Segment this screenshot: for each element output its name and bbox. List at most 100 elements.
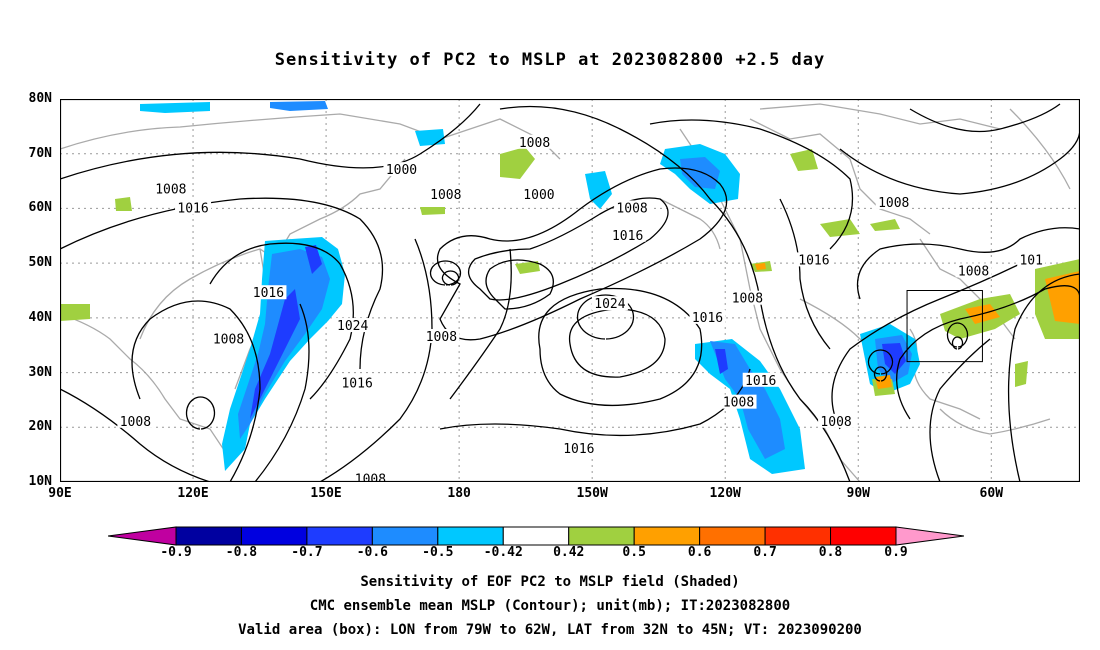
contour-label: 1008 <box>120 415 151 430</box>
contour-label: 1008 <box>820 415 851 430</box>
contour-label-bg <box>352 471 389 482</box>
colorbar-tick-label: 0.6 <box>687 545 712 560</box>
contour-label: 1008 <box>616 201 647 216</box>
contour-label: 1008 <box>355 472 386 482</box>
contour-label: 1016 <box>692 311 723 326</box>
contour-labels: 1000 1008 1016 1016 1024 1008 1016 1008 1008 1008… <box>117 134 1046 482</box>
map-frame <box>60 99 1080 482</box>
valid-area-box <box>906 290 983 363</box>
contour-label-bg <box>427 186 464 201</box>
contour-label: 1016 <box>177 201 208 216</box>
contour-label-bg <box>339 375 376 390</box>
colorbar-tick-label: -0.5 <box>422 545 454 560</box>
lat-tick-label: 30N <box>28 364 52 380</box>
lon-tick-label: 90W <box>846 486 870 501</box>
contour-label-bg <box>423 329 460 344</box>
lat-tick-label: 40N <box>28 309 52 325</box>
lat-tick-label: 10N <box>28 474 52 489</box>
lat-lon-grid <box>60 99 1080 482</box>
lat-tick-label: 50N <box>28 255 52 271</box>
colorbar-segment <box>764 526 832 546</box>
contour-label: 1016 <box>798 253 829 268</box>
colorbar-tick-label: 0.9 <box>884 545 908 560</box>
colorbar-tick-label: 0.8 <box>818 545 843 560</box>
lon-tick-label: 150E <box>310 486 342 501</box>
colorbar-segment <box>699 526 766 546</box>
lon-tick-label: 150W <box>576 486 608 501</box>
contour-label-bg <box>520 186 557 201</box>
colorbar-segment <box>437 526 504 546</box>
colorbar <box>108 526 964 546</box>
contour-label-bg <box>383 162 420 177</box>
lon-tick-label: 90E <box>48 486 72 501</box>
contour-label-bg <box>1017 252 1046 267</box>
colorbar-tick-label: -0.42 <box>483 545 523 560</box>
lon-tick-label: 60W <box>979 486 1004 501</box>
colorbar-tick-label: 0.42 <box>553 545 585 560</box>
colorbar-segment <box>568 526 635 546</box>
colorbar-segment <box>502 526 570 546</box>
contour-label-bg <box>614 200 651 215</box>
colorbar-tick-label: 0.5 <box>622 545 646 560</box>
contour-label-bg <box>560 441 597 456</box>
contour-label-bg <box>720 394 757 409</box>
contour-label: 1016 <box>612 229 643 244</box>
contour-label: 1008 <box>732 292 763 307</box>
contour-label-bg <box>516 134 553 149</box>
contour-label-bg <box>875 194 912 209</box>
contour-label-bg <box>729 290 766 305</box>
contour-label: 1008 <box>958 264 989 279</box>
lat-tick-label: 60N <box>28 200 52 216</box>
contour-label-bg <box>175 200 212 215</box>
lon-tick-label: 180 <box>447 486 471 501</box>
colorbar-tick-label: -0.8 <box>225 545 258 560</box>
contour-label: 1008 <box>519 136 550 151</box>
contour-label: 1008 <box>213 333 244 348</box>
colorbar-segment <box>306 526 373 546</box>
colorbar-segment <box>633 526 701 546</box>
contour-label: 1024 <box>337 319 368 334</box>
lat-tick-label: 80N <box>28 91 52 106</box>
contour-label-bg <box>591 296 628 311</box>
colorbar-segment <box>371 526 439 546</box>
colorbar-segment <box>830 526 897 546</box>
lon-tick-label: 120E <box>177 486 209 501</box>
contour-label: 1000 <box>523 188 554 203</box>
sensitivity-map: 1000 1008 1016 1016 1024 1008 1016 1008 1008 1008… <box>60 99 1080 482</box>
contour-label: 1024 <box>594 297 625 312</box>
contour-label: 1016 <box>745 374 776 389</box>
contour-label: 1008 <box>155 182 186 197</box>
footer-line-1: Sensitivity of EOF PC2 to MSLP field (Sh… <box>360 574 740 590</box>
contour-label: 1000 <box>386 163 417 178</box>
colorbar-tick-label: -0.9 <box>160 545 192 560</box>
lat-tick-label: 20N <box>28 419 52 435</box>
colorbar-tick-label: 0.7 <box>753 545 777 560</box>
map-title: Sensitivity of PC2 to MSLP at 2023082800… <box>274 50 826 70</box>
contour-label-bg <box>210 331 247 346</box>
contour-label-bg <box>250 285 287 300</box>
contour-label-bg <box>152 181 189 196</box>
contour-label-bg <box>818 413 855 428</box>
colorbar-tick-label: -0.6 <box>356 545 389 560</box>
contour-label: 101 <box>1019 253 1042 268</box>
contour-label: 1016 <box>341 377 372 392</box>
contour-label-bg <box>795 252 832 267</box>
colorbar-segment <box>240 526 308 546</box>
contour-label-bg <box>609 227 646 242</box>
colorbar-tick-label: -0.7 <box>291 545 323 560</box>
mslp-contours <box>60 103 1080 482</box>
contour-label: 1008 <box>430 188 461 203</box>
contour-label: 1016 <box>253 286 284 301</box>
contour-label: 1008 <box>878 196 909 211</box>
lon-tick-label: 120W <box>709 486 741 501</box>
contour-label: 1008 <box>426 330 457 345</box>
colorbar-min-arrow <box>108 526 177 546</box>
lat-tick-label: 70N <box>28 145 52 161</box>
contour-label-bg <box>955 263 992 278</box>
colorbar-segment <box>175 526 242 546</box>
contour-label-bg <box>117 413 154 428</box>
footer-line-2: CMC ensemble mean MSLP (Contour); unit(m… <box>309 598 791 614</box>
contour-label: 1008 <box>723 396 754 411</box>
contour-label-bg <box>334 318 371 333</box>
contour-label-bg <box>689 309 726 324</box>
